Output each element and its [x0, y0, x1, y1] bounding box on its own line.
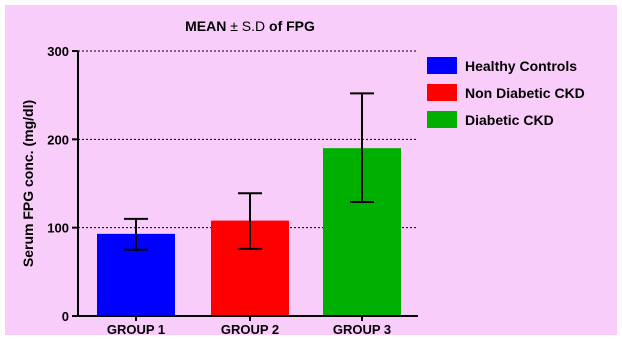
legend-swatch-2 [427, 84, 457, 101]
legend-swatch-3 [427, 111, 457, 128]
legend-label-2: Non Diabetic CKD [465, 85, 585, 101]
y-tick-label-2: 200 [47, 132, 69, 147]
title-bold-2: of FPG [269, 18, 315, 34]
x-ticks: GROUP 1 GROUP 2 GROUP 3 [107, 316, 391, 337]
x-tick-label-3: GROUP 3 [333, 322, 391, 337]
legend-swatch-1 [427, 57, 457, 74]
legend-label-1: Healthy Controls [465, 58, 577, 74]
y-tick-label-1: 100 [47, 221, 69, 236]
x-tick-label-2: GROUP 2 [221, 322, 279, 337]
legend-label-3: Diabetic CKD [465, 112, 554, 128]
title-bold-1: MEAN [185, 18, 226, 34]
y-ticks: 0 100 200 300 [47, 44, 78, 324]
y-tick-label-3: 300 [47, 44, 69, 59]
y-tick-label-0: 0 [62, 309, 69, 324]
x-tick-label-1: GROUP 1 [107, 322, 165, 337]
y-axis-label: Serum FPG conc. (mg/dl) [20, 100, 36, 267]
chart-title: MEAN ± S.D of FPG [185, 18, 315, 34]
legend: Healthy Controls Non Diabetic CKD Diabetic… [427, 57, 585, 128]
chart-background [5, 5, 617, 335]
title-normal: ± S.D [226, 18, 269, 34]
error-bars [124, 92, 374, 251]
